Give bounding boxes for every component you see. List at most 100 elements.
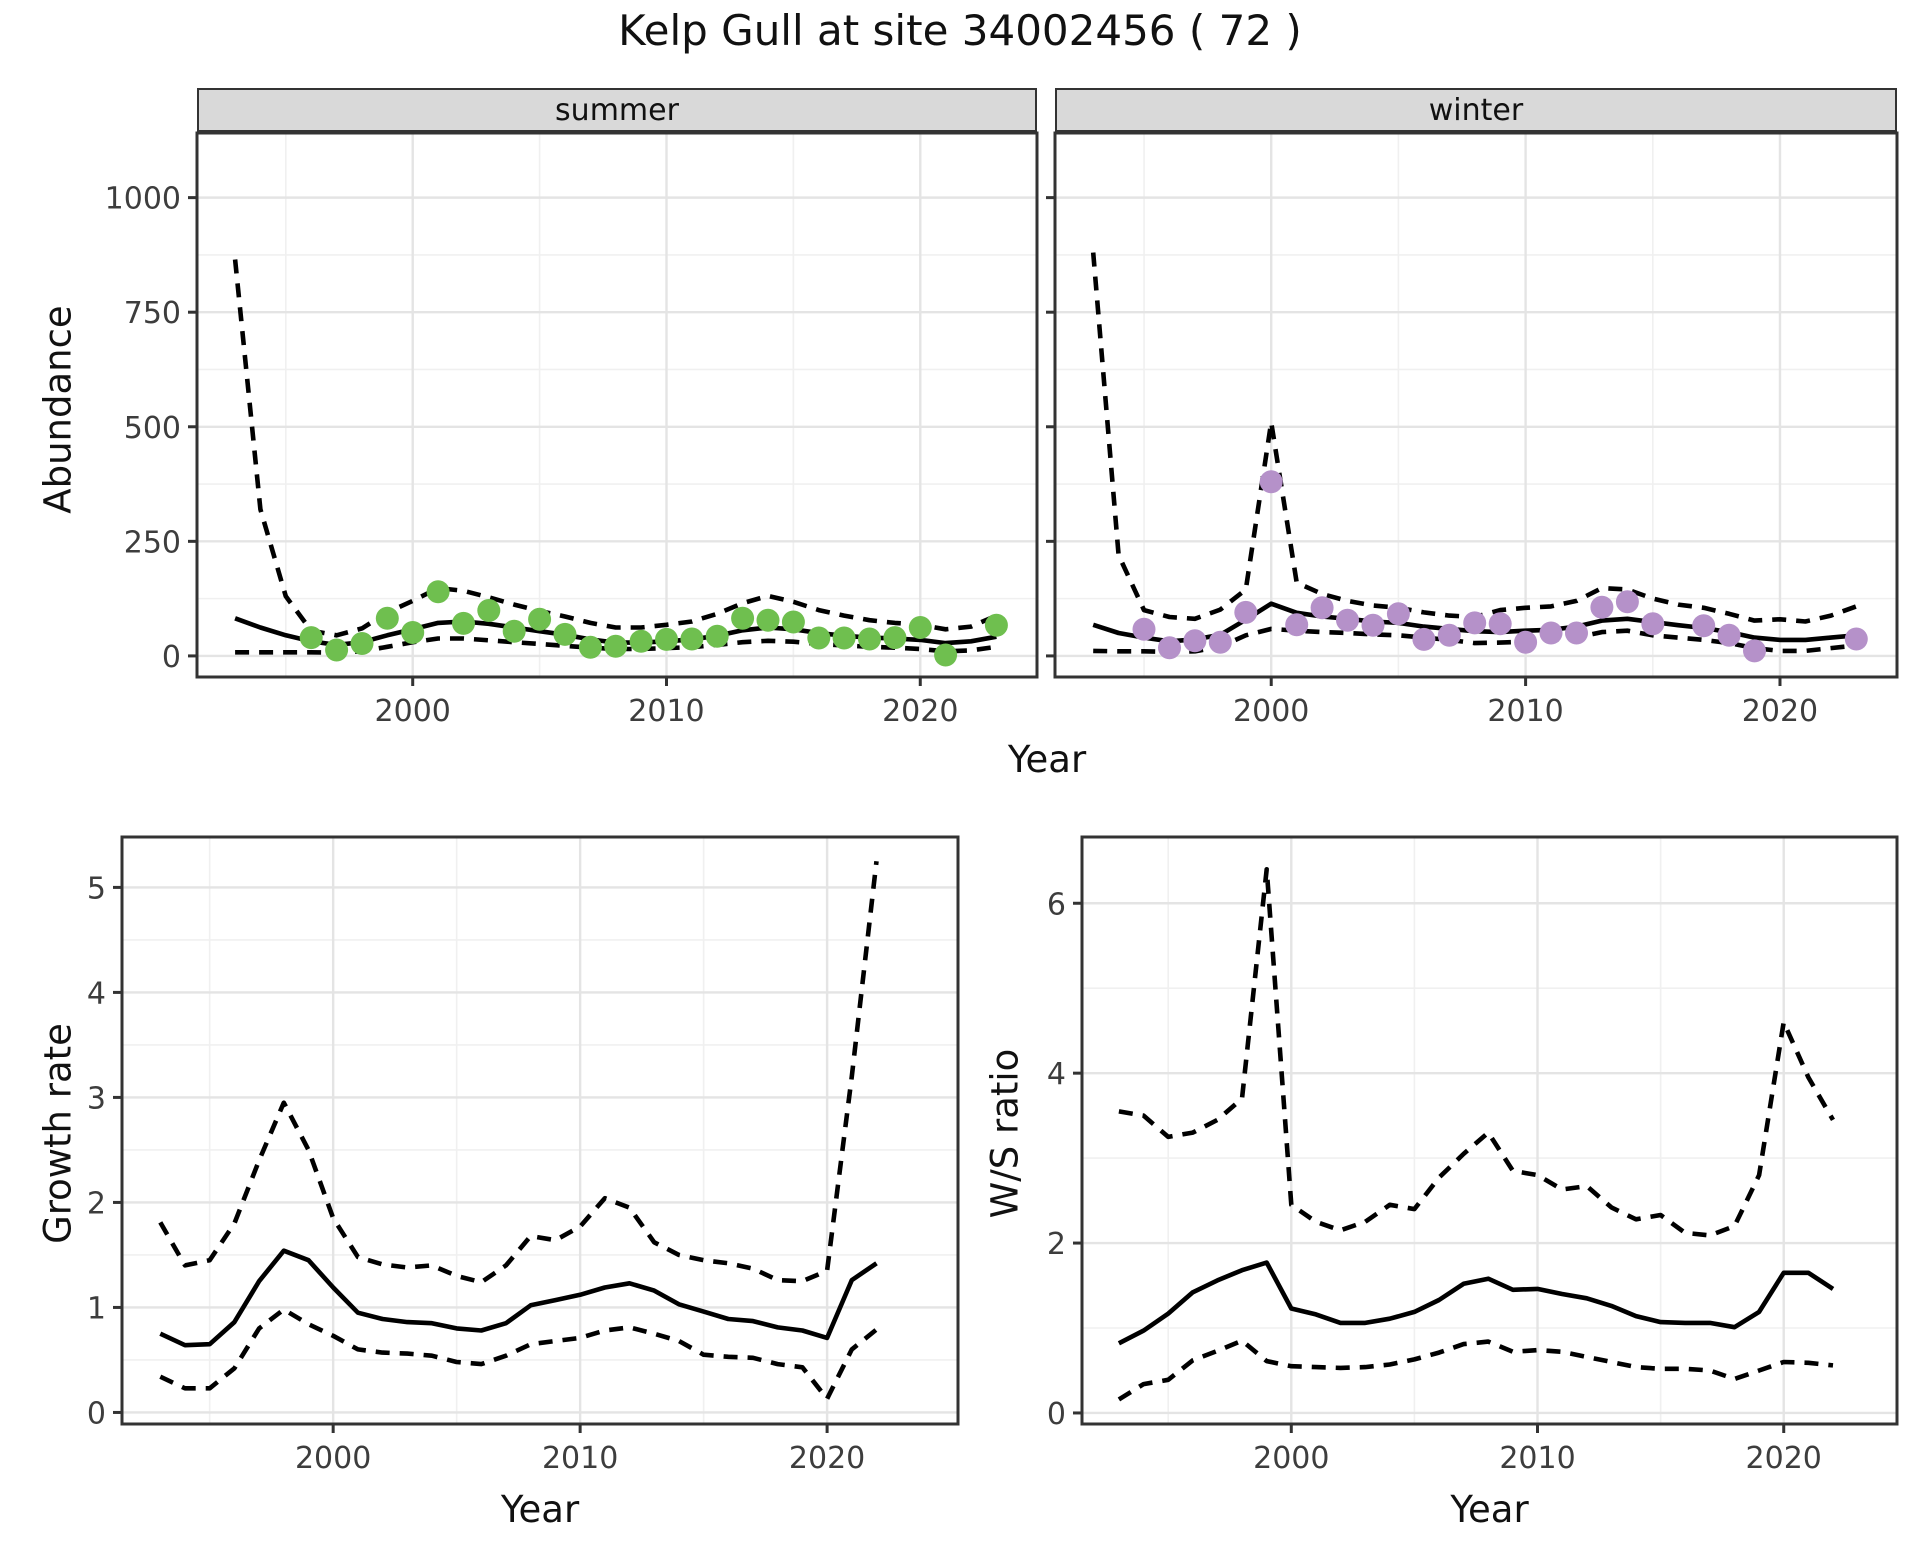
- abundance-winter-point: [1488, 612, 1512, 636]
- facet-strip-winter: winter: [1055, 88, 1897, 133]
- x-tick-label: 2010: [1487, 694, 1563, 729]
- facet-strip-winter-label: winter: [1428, 92, 1524, 128]
- facet-strip-summer-label: summer: [555, 92, 679, 128]
- abundance-summer-point: [731, 606, 755, 630]
- x-tick-label: 2020: [882, 694, 958, 729]
- abundance-summer-point: [680, 627, 704, 651]
- y-tick-label: 5: [87, 871, 106, 906]
- x-tick-label: 2020: [1742, 694, 1818, 729]
- abundance-winter-point: [1234, 600, 1258, 624]
- abundance-summer-point: [604, 634, 628, 658]
- abundance-winter-point: [1743, 639, 1766, 663]
- y-tick-label: 0: [1047, 1397, 1066, 1432]
- x-tick-label: 2000: [375, 694, 451, 729]
- x-tick-label: 2020: [789, 1441, 865, 1476]
- abundance-summer-point: [553, 622, 577, 646]
- abundance-summer-point: [655, 627, 678, 651]
- y-tick-label: 2: [87, 1186, 106, 1221]
- growth-rate-mean-line: [159, 1248, 878, 1348]
- abundance-winter-point: [1259, 470, 1283, 494]
- y-tick-label: 0: [87, 1396, 106, 1431]
- abundance-summer-point: [984, 613, 1008, 637]
- abundance-summer-point: [807, 626, 831, 650]
- facet-strip-summer: summer: [197, 88, 1037, 133]
- abundance-summer-point: [883, 626, 907, 650]
- ws-ratio-ci_upper-line: [1118, 866, 1835, 1238]
- growth-rate-ci_lower-line: [159, 1307, 878, 1402]
- panel-growth-rate: 2000 2010 2020 0 1 2 3 4 5: [87, 835, 960, 1476]
- abundance-winter-point: [1463, 611, 1487, 635]
- abundance-winter-point: [1310, 596, 1334, 620]
- y-tick-label: 1000: [105, 182, 181, 217]
- abundance-winter-point: [1437, 623, 1461, 647]
- abundance-summer-point: [832, 626, 856, 650]
- y-tick-label: 4: [1047, 1057, 1066, 1092]
- ws-ratio-mean-line: [1117, 1260, 1835, 1346]
- abundance-winter-point: [1641, 612, 1665, 636]
- x-tick-label: 2010: [628, 694, 704, 729]
- abundance-summer-point: [401, 621, 425, 644]
- x-tick-label: 2020: [1746, 1441, 1822, 1476]
- abundance-winter-point: [1615, 590, 1639, 614]
- abundance-winter-point: [1539, 621, 1563, 645]
- abundance-winter-point: [1183, 629, 1207, 653]
- y-tick-label: 6: [1047, 887, 1066, 922]
- abundance-summer-point: [629, 629, 653, 653]
- abundance-summer-point: [325, 638, 349, 662]
- abundance-winter-point: [1692, 614, 1716, 638]
- y-tick-label: 4: [87, 976, 106, 1011]
- x-axis-title-year-bottom-left: Year: [500, 1488, 580, 1531]
- x-tick-label: 2000: [1253, 1441, 1329, 1476]
- abundance-summer-point: [528, 607, 552, 631]
- abundance-winter-point: [1336, 608, 1359, 632]
- x-axis-title-year-top: Year: [1007, 738, 1087, 781]
- y-tick-label: 0: [162, 640, 181, 675]
- panel-abundance-summer: 2000 2010 2020 0 250 500 750 1000: [105, 131, 1039, 729]
- abundance-summer-ci_upper-line: [232, 259, 998, 638]
- abundance-winter-point: [1361, 613, 1385, 637]
- ws-ratio-ci_lower-line: [1117, 1338, 1834, 1402]
- abundance-winter-point: [1590, 595, 1614, 619]
- y-tick-label: 1: [87, 1291, 106, 1326]
- abundance-summer-point: [426, 580, 450, 604]
- abundance-summer-point: [299, 626, 323, 650]
- y-axis-title-abundance: Abundance: [36, 305, 80, 514]
- abundance-winter-point: [1565, 621, 1588, 645]
- abundance-summer-point: [578, 635, 602, 659]
- abundance-winter-point: [1285, 613, 1309, 637]
- abundance-winter-point: [1208, 630, 1232, 654]
- abundance-summer-point: [502, 619, 526, 643]
- y-tick-label: 3: [87, 1081, 106, 1116]
- x-tick-label: 2010: [542, 1441, 618, 1476]
- abundance-summer-point: [477, 599, 501, 622]
- abundance-winter-point: [1386, 602, 1410, 626]
- y-axis-title-growth-rate: Growth rate: [36, 1023, 80, 1244]
- y-axis-title-ws-ratio: W/S ratio: [983, 1048, 1027, 1219]
- abundance-summer-point: [858, 627, 881, 651]
- panel-abundance-winter: 2000 2010 2020: [1046, 131, 1899, 729]
- abundance-summer-point: [350, 632, 374, 655]
- x-axis-title-year-bottom-right: Year: [1450, 1488, 1529, 1531]
- x-tick-label: 2000: [1233, 694, 1309, 729]
- abundance-summer-point: [934, 643, 958, 667]
- y-tick-label: 500: [124, 411, 181, 446]
- y-tick-label: 2: [1047, 1227, 1066, 1262]
- abundance-winter-point: [1514, 630, 1538, 654]
- x-tick-label: 2010: [1499, 1441, 1575, 1476]
- abundance-winter-point: [1717, 623, 1741, 647]
- abundance-summer-point: [756, 608, 780, 632]
- abundance-summer-point: [781, 610, 805, 634]
- panel-ws-ratio: 2000 2010 2020 0 2 4 6: [1047, 835, 1899, 1476]
- abundance-summer-point: [908, 616, 932, 639]
- y-tick-label: 250: [124, 525, 181, 560]
- abundance-winter-point: [1844, 627, 1868, 651]
- x-tick-label: 2000: [295, 1441, 371, 1476]
- abundance-summer-point: [705, 624, 729, 648]
- chart-title: Kelp Gull at site 34002456 ( 72 ): [618, 6, 1302, 55]
- abundance-summer-point: [452, 611, 475, 635]
- abundance-winter-point: [1412, 627, 1436, 651]
- abundance-winter-point: [1158, 636, 1181, 660]
- y-tick-label: 750: [124, 296, 181, 331]
- abundance-summer-point: [375, 606, 399, 630]
